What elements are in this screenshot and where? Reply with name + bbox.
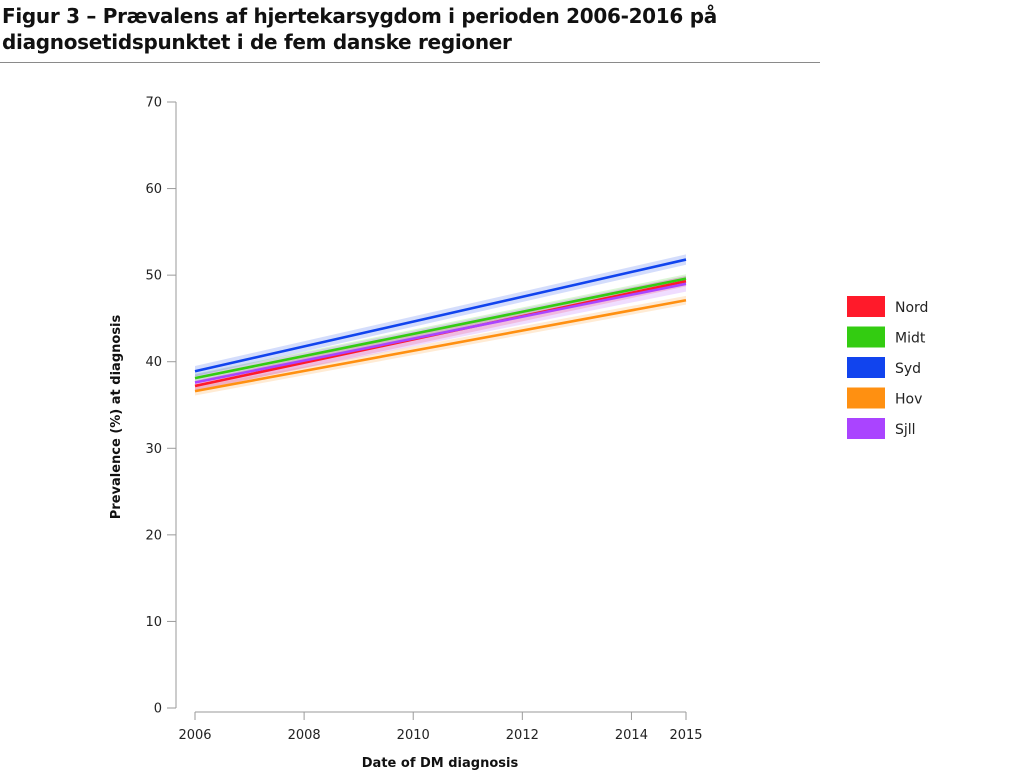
y-tick-label: 10 bbox=[145, 615, 162, 630]
x-tick-label: 2010 bbox=[397, 728, 430, 743]
series-lines bbox=[194, 258, 687, 393]
y-tick-label: 60 bbox=[145, 182, 162, 197]
y-tick-label: 70 bbox=[145, 96, 162, 111]
legend-label-hov: Hov bbox=[895, 392, 922, 408]
legend-swatch-nord bbox=[847, 296, 885, 317]
legend-swatch-sjll bbox=[847, 418, 885, 439]
x-tick-label: 2014 bbox=[615, 728, 648, 743]
chart-title-line-1: Figur 3 – Prævalens af hjertekarsygdom i… bbox=[2, 4, 717, 28]
legend-label-nord: Nord bbox=[895, 300, 928, 316]
title-divider bbox=[0, 62, 820, 63]
y-tick-label: 30 bbox=[145, 442, 162, 457]
y-tick-label: 20 bbox=[145, 528, 162, 543]
y-tick-label: 50 bbox=[145, 269, 162, 284]
y-tick-label: 40 bbox=[145, 355, 162, 370]
legend-label-midt: Midt bbox=[895, 331, 926, 347]
series-line-syd bbox=[194, 258, 687, 373]
legend-swatch-syd bbox=[847, 357, 885, 378]
x-axis: 2006 2008 2010 2012 2014 2015 bbox=[178, 711, 703, 743]
legend: Nord Midt Syd Hov Sjll bbox=[847, 296, 928, 439]
series-line-hov bbox=[194, 298, 687, 393]
legend-label-syd: Syd bbox=[895, 361, 921, 377]
y-axis-title: Prevalence (%) at diagnosis bbox=[109, 314, 124, 519]
x-tick-label: 2008 bbox=[288, 728, 321, 743]
x-tick-label: 2006 bbox=[178, 728, 211, 743]
x-tick-label: 2012 bbox=[506, 728, 539, 743]
y-tick-label: 0 bbox=[154, 702, 162, 717]
legend-swatch-hov bbox=[847, 387, 885, 409]
legend-label-sjll: Sjll bbox=[895, 422, 916, 438]
x-tick-label: 2015 bbox=[669, 728, 702, 743]
chart-title: Figur 3 – Prævalens af hjertekarsygdom i… bbox=[2, 3, 820, 55]
y-axis: 0 10 20 30 40 50 60 70 bbox=[145, 96, 177, 717]
x-axis-title: Date of DM diagnosis bbox=[362, 756, 519, 771]
chart-title-line-2: diagnosetidspunktet i de fem danske regi… bbox=[2, 30, 512, 54]
legend-swatch-midt bbox=[847, 326, 885, 348]
series-line-midt bbox=[194, 277, 687, 380]
series-line-sjll bbox=[194, 282, 687, 384]
